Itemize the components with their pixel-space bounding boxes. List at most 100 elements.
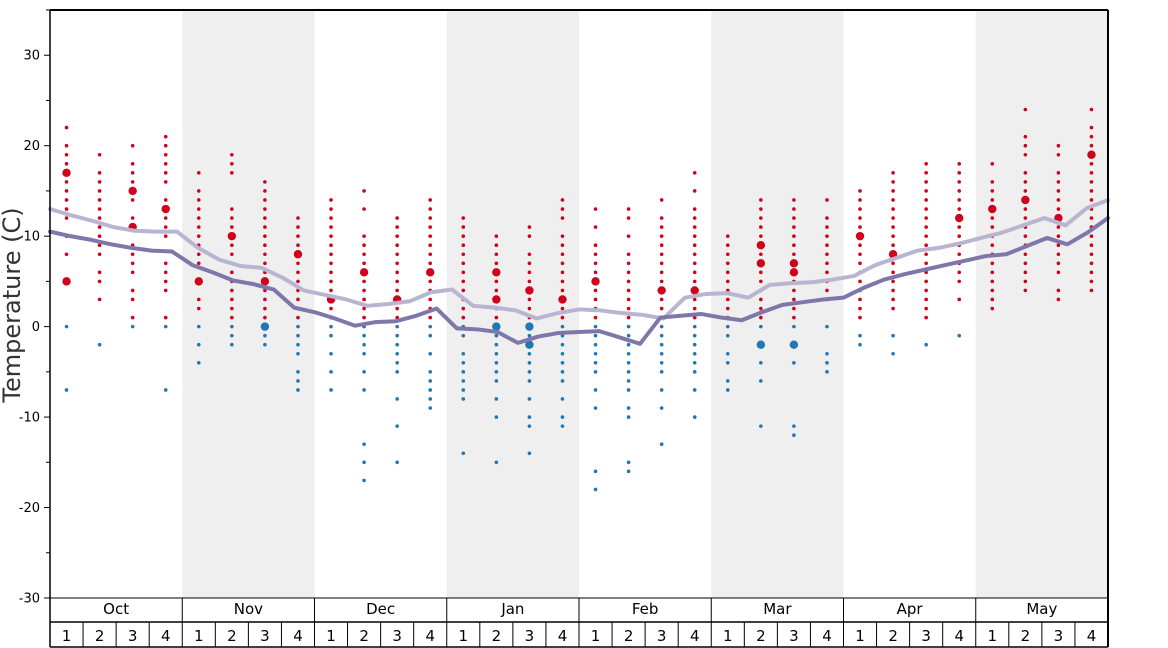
temperature-dot [924, 288, 928, 293]
average-temperature-lines [48, 197, 1110, 346]
temperature-dot [692, 189, 697, 193]
temperature-dot [1023, 288, 1028, 293]
month-label: Apr [897, 600, 924, 618]
average-line-upper [48, 197, 1110, 321]
temperature-dot [296, 261, 300, 266]
temperature-dot [891, 261, 895, 266]
temperature-dot [163, 388, 168, 392]
temperature-dot [128, 186, 137, 196]
temperature-dot [494, 279, 499, 284]
temperature-dot [1056, 288, 1061, 293]
temperature-dot [858, 198, 862, 202]
temperature-dot [163, 225, 168, 229]
temperature-dot [1089, 234, 1094, 238]
temperature-dot [891, 207, 895, 211]
temperature-dot [725, 324, 730, 329]
temperature-dot [626, 279, 631, 284]
temperature-dot [492, 322, 501, 331]
temperature-dot [626, 288, 631, 293]
temperature-dot [97, 243, 102, 247]
temperature-dot [196, 225, 201, 229]
temperature-dot [1089, 161, 1094, 166]
temperature-dot [525, 286, 534, 295]
temperature-dot [494, 342, 499, 347]
temperature-dot [659, 243, 664, 247]
temperature-dot [858, 261, 862, 266]
temperature-dot [789, 340, 799, 349]
temperature-dot [230, 306, 234, 311]
temperature-dot [692, 388, 697, 392]
week-label: 4 [293, 627, 303, 645]
temperature-dot [891, 243, 895, 247]
temperature-dot [759, 424, 763, 428]
temperature-dot [759, 306, 763, 311]
temperature-dot [296, 225, 300, 229]
temperature-dot [395, 333, 399, 338]
temperature-dot [626, 252, 631, 257]
temperature-dot [494, 333, 499, 338]
week-label: 3 [657, 627, 667, 645]
temperature-dot [725, 234, 730, 238]
week-label: 1 [591, 627, 601, 645]
temperature-dot [461, 243, 466, 247]
temperature-dot [756, 259, 766, 268]
temperature-dot [1023, 207, 1028, 211]
temperature-dot [692, 324, 697, 329]
temperature-dot [296, 324, 300, 329]
temperature-dot [593, 288, 598, 293]
temperature-dot [163, 270, 168, 275]
temperature-dot [593, 388, 598, 392]
temperature-dot [725, 333, 730, 338]
temperature-dot [395, 243, 399, 247]
temperature-dot [759, 315, 763, 320]
temperature-dot [395, 397, 399, 401]
temperature-dot [692, 351, 697, 356]
temperature-dot [858, 207, 862, 211]
temperature-dot [428, 297, 433, 302]
temperature-dot [428, 234, 433, 238]
temperature-dot [659, 361, 664, 365]
temperature-dot [692, 216, 697, 220]
temperature-dot [130, 270, 135, 275]
temperature-dot [626, 216, 631, 220]
temperature-dot [924, 180, 928, 184]
temperature-dot [492, 295, 501, 304]
week-label: 4 [954, 627, 964, 645]
temperature-dot [395, 315, 399, 320]
temperature-dot [626, 315, 631, 320]
month-bands [182, 10, 1108, 598]
temperature-dot [560, 370, 565, 374]
temperature-dot [659, 225, 664, 229]
temperature-dot [97, 270, 102, 275]
temperature-dot [329, 243, 333, 247]
temperature-dot [230, 243, 234, 247]
month-label: Mar [763, 600, 792, 618]
temperature-dot [196, 207, 201, 211]
temperature-dot [1023, 270, 1028, 275]
temperature-dot [725, 379, 730, 383]
temperature-dot [858, 297, 862, 302]
week-label: 3 [260, 627, 270, 645]
temperature-dot [97, 234, 102, 238]
temperature-dot [990, 161, 995, 166]
temperature-dot [64, 143, 69, 148]
y-axis-title: Temperature (C) [0, 207, 26, 403]
temperature-dot [626, 415, 631, 419]
temperature-dot [494, 370, 499, 374]
temperature-dot [990, 306, 995, 311]
temperature-dot [659, 333, 664, 338]
temperature-dot [957, 207, 962, 211]
temperature-dot [461, 333, 466, 338]
temperature-dot [789, 259, 799, 268]
temperature-dot [756, 340, 766, 349]
temperature-dot [1056, 198, 1061, 202]
temperature-dot [891, 288, 895, 293]
temperature-dot [1056, 143, 1061, 148]
temperature-dot [626, 207, 631, 211]
temperature-dot [428, 207, 433, 211]
temperature-dot [825, 198, 829, 202]
temperature-dot [792, 315, 796, 320]
temperature-dot [1023, 152, 1028, 157]
week-label: 2 [888, 627, 898, 645]
temperature-dot [692, 243, 697, 247]
